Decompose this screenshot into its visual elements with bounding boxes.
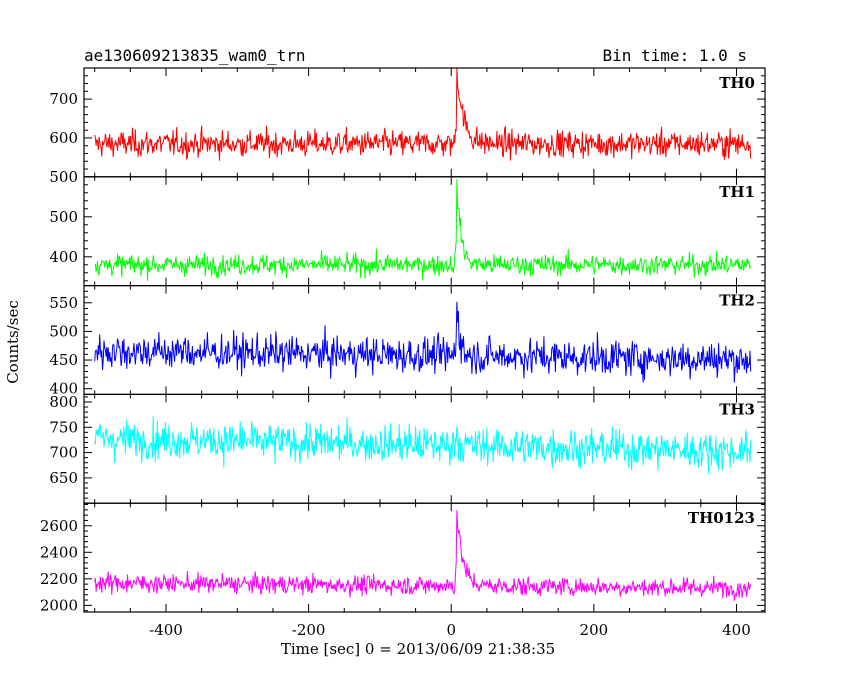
series-label-th1: TH1 — [719, 183, 755, 201]
panel-th2: 400 450 500 550 TH2 — [49, 285, 766, 398]
y-tick-label: 500 — [49, 168, 78, 186]
y-tick-label: 800 — [49, 393, 78, 411]
y-tick-label: 2400 — [40, 543, 78, 561]
y-tick-label: 700 — [49, 90, 78, 108]
y-tick-label: 650 — [49, 469, 78, 487]
y-tick-label: 2600 — [40, 517, 78, 535]
series-label-th2: TH2 — [719, 292, 755, 310]
panels-group: 500 600 700 TH0 400 500 TH1 400 450 500 550 TH2 650 7… — [40, 67, 766, 614]
y-tick-label: 500 — [49, 322, 78, 340]
y-tick-label: 600 — [49, 129, 78, 147]
panel-frame — [83, 502, 766, 613]
y-axis-label: Counts/sec — [4, 300, 22, 384]
x-tick-label: -400 — [149, 621, 183, 639]
y-tick-label: 450 — [49, 351, 78, 369]
x-tick-label: 400 — [722, 621, 751, 639]
x-tick-labels: -400 -200 0 200 400 — [149, 621, 751, 639]
y-tick-label: 500 — [49, 208, 78, 226]
panel-th3: 650 700 750 800 TH3 — [49, 393, 766, 504]
series-label-th3: TH3 — [719, 400, 755, 418]
chart-title: ae130609213835_wam0_trn — [84, 46, 306, 65]
x-tick-label: -200 — [292, 621, 326, 639]
panel-th0: 500 600 700 TH0 — [49, 67, 766, 186]
series-label-th0: TH0 — [719, 74, 755, 92]
panel-frame — [83, 67, 766, 178]
y-tick-label: 550 — [49, 294, 78, 312]
y-tick-label: 750 — [49, 418, 78, 436]
y-tick-label: 2000 — [40, 596, 78, 614]
series-line-th1 — [94, 179, 752, 281]
series-label-th0123: TH0123 — [688, 509, 755, 527]
x-axis-label: Time [sec] 0 = 2013/06/09 21:38:35 — [281, 640, 555, 658]
y-tick-label: 700 — [49, 444, 78, 462]
series-line-th0123 — [94, 510, 752, 601]
bin-time-label: Bin time: 1.0 s — [603, 46, 748, 65]
series-line-th2 — [94, 301, 752, 383]
y-tick-label: 400 — [49, 380, 78, 398]
panel-th1: 400 500 TH1 — [49, 176, 766, 287]
series-line-th0 — [94, 68, 752, 161]
y-tick-label: 2200 — [40, 570, 78, 588]
panel-th0123: 2000 2200 2400 2600 TH0123 — [40, 502, 766, 614]
x-tick-label: 200 — [580, 621, 609, 639]
x-tick-label: 0 — [446, 621, 456, 639]
series-line-th3 — [94, 416, 752, 475]
y-tick-label: 400 — [49, 248, 78, 266]
